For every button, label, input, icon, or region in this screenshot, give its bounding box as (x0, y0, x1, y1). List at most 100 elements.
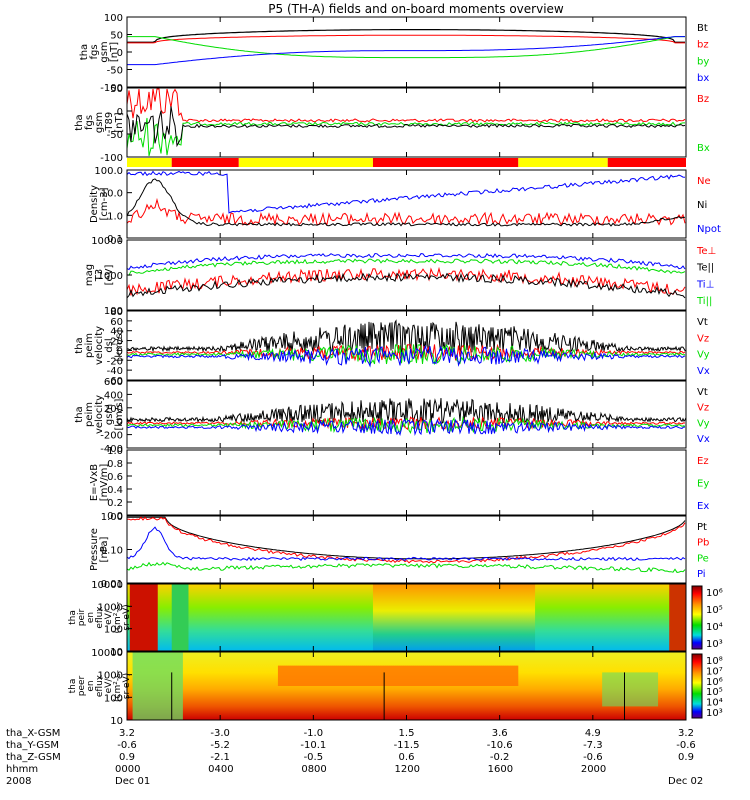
y-axis-label: tha (74, 337, 85, 353)
y-axis-label: E=-VxB (89, 464, 100, 501)
legend-pe: Pe (697, 553, 709, 564)
x-axis-row-label: hhmm (6, 764, 38, 775)
panel-ion-spec: 10⁶ 10⁵ 10⁴ 10³ 10000 1000 100 10 tha peir en eflux… (68, 580, 723, 658)
series-by (127, 36, 685, 59)
panel-fgs: 100 50 0 -50 -100 tha fgs gsm [nT] Bt bz by bx (79, 13, 709, 94)
panel-density: 100.0 10.0 1.0 0.1 Density [cm-3] Ne Ni Npot (89, 166, 721, 245)
series-vz (126, 416, 686, 431)
legend-pb: Pb (697, 538, 709, 549)
y-tick-label: 0.6 (107, 472, 123, 483)
colorbar-label: 10⁴ (706, 622, 723, 633)
series-tepar (126, 272, 686, 299)
panel-frame (126, 87, 687, 158)
y-tick-label: -60 (107, 376, 123, 387)
mode-segment (238, 158, 373, 167)
x-axis-value: -10.6 (487, 740, 513, 751)
y-tick-label: 0 (117, 417, 123, 428)
y-axis-label: gsm (94, 112, 105, 133)
y-tick-label: 100 (104, 13, 123, 24)
y-axis-label: en (86, 680, 96, 691)
x-axis-value: 0800 (301, 764, 326, 775)
x-axis-value: -1.0 (304, 728, 324, 739)
series-bz (126, 88, 686, 123)
legend-pt: Pt (697, 522, 707, 533)
legend-by: by (697, 56, 709, 67)
y-tick-label: 0.01 (101, 579, 123, 590)
panel-vel-gsm: 600 400 200 0 -200 -400 tha peim velocity gsm [km/… (74, 377, 710, 455)
legend-ex: Ex (697, 501, 709, 512)
legend-ez: Ez (697, 456, 709, 467)
legend-ti: Ti⊥ (696, 279, 714, 290)
y-axis-label: eV/ (104, 609, 114, 625)
y-axis-label: [cm-3] (99, 187, 110, 220)
spectrogram-band (171, 584, 189, 651)
y-axis-label: [km/s] (114, 398, 125, 430)
legend-te: Te⊥ (696, 246, 716, 257)
x-axis-row-label: tha_Y-GSM (6, 740, 59, 751)
y-axis-label: dsl (104, 338, 115, 352)
y-tick-label: 10 (110, 716, 123, 727)
x-axis-value: 0.9 (678, 752, 694, 763)
spectrogram-band (132, 652, 183, 720)
y-tick-label: 50 (110, 84, 123, 95)
x-axis-value: Dec 02 (668, 776, 703, 787)
colorbar-label: 10⁴ (706, 698, 723, 709)
legend-bx: bx (697, 73, 709, 84)
legend-bt: Bt (697, 23, 708, 34)
legend-vy: Vy (697, 350, 710, 361)
series-ni (126, 178, 686, 227)
y-tick-label: 100 (104, 625, 123, 636)
x-axis-value: -2.1 (210, 752, 230, 763)
y-tick-label: 1000 (98, 602, 123, 613)
y-tick-label: 400 (104, 390, 123, 401)
x-axis-value: -10.1 (300, 740, 326, 751)
y-tick-label: -100 (100, 83, 123, 94)
x-axis-value: 0400 (208, 764, 233, 775)
panel-frame (126, 449, 687, 516)
series-pe (126, 561, 686, 573)
y-tick-label: 10 (110, 647, 123, 658)
x-axis-value: -0.5 (304, 752, 324, 763)
y-axis-label: (cm²-s- (113, 601, 123, 633)
y-tick-label: -40 (107, 366, 123, 377)
panel-frame (126, 239, 687, 311)
legend-te: Te|| (696, 263, 714, 274)
series-pb (126, 516, 686, 564)
y-tick-label: 60 (110, 317, 123, 328)
y-tick-label: 80 (110, 307, 123, 318)
x-axis-value: 3.6 (492, 728, 508, 739)
y-tick-label: 0 (117, 107, 123, 118)
x-axis-value: 0.9 (119, 752, 135, 763)
y-tick-label: 0.4 (107, 485, 123, 496)
legend-vy: Vy (697, 418, 710, 429)
mode-segment (372, 158, 519, 167)
x-axis-labels: tha_X-GSMtha_Y-GSMtha_Z-GSMhhmm20083.2-0… (6, 728, 703, 787)
series-bz (127, 34, 685, 44)
y-tick-label: 100 (104, 306, 123, 317)
x-axis-row-label: 2008 (6, 776, 31, 787)
y-tick-label: 0 (117, 346, 123, 357)
y-axis-label: sr-eV) (122, 673, 132, 699)
spectrogram-hot (277, 665, 519, 686)
y-tick-label: 10000 (91, 648, 123, 659)
legend-bx: Bx (697, 143, 710, 154)
y-axis-label: (cm²-s- (113, 670, 123, 702)
legend-pi: Pi (697, 569, 706, 580)
panel-efield: 1.0 0.8 0.6 0.4 0.2 0.0 E=-VxB [mV/m] Ez Ey Ex (89, 446, 709, 522)
series-ne (126, 197, 686, 227)
legend-vz: Vz (697, 333, 709, 344)
y-tick-label: -100 (100, 153, 123, 164)
y-tick-label: 0 (117, 48, 123, 59)
series-bx (127, 36, 685, 66)
x-axis-value: -5.2 (210, 740, 230, 751)
y-tick-label: -400 (100, 444, 123, 455)
spectrogram-hot (669, 584, 686, 651)
colorbar-label: 10³ (706, 708, 723, 719)
panel-frame (126, 16, 687, 88)
x-axis-row-label: tha_Z-GSM (6, 752, 61, 763)
colorbar (691, 653, 703, 719)
series-tipar (126, 258, 686, 276)
series-vt (126, 319, 687, 354)
